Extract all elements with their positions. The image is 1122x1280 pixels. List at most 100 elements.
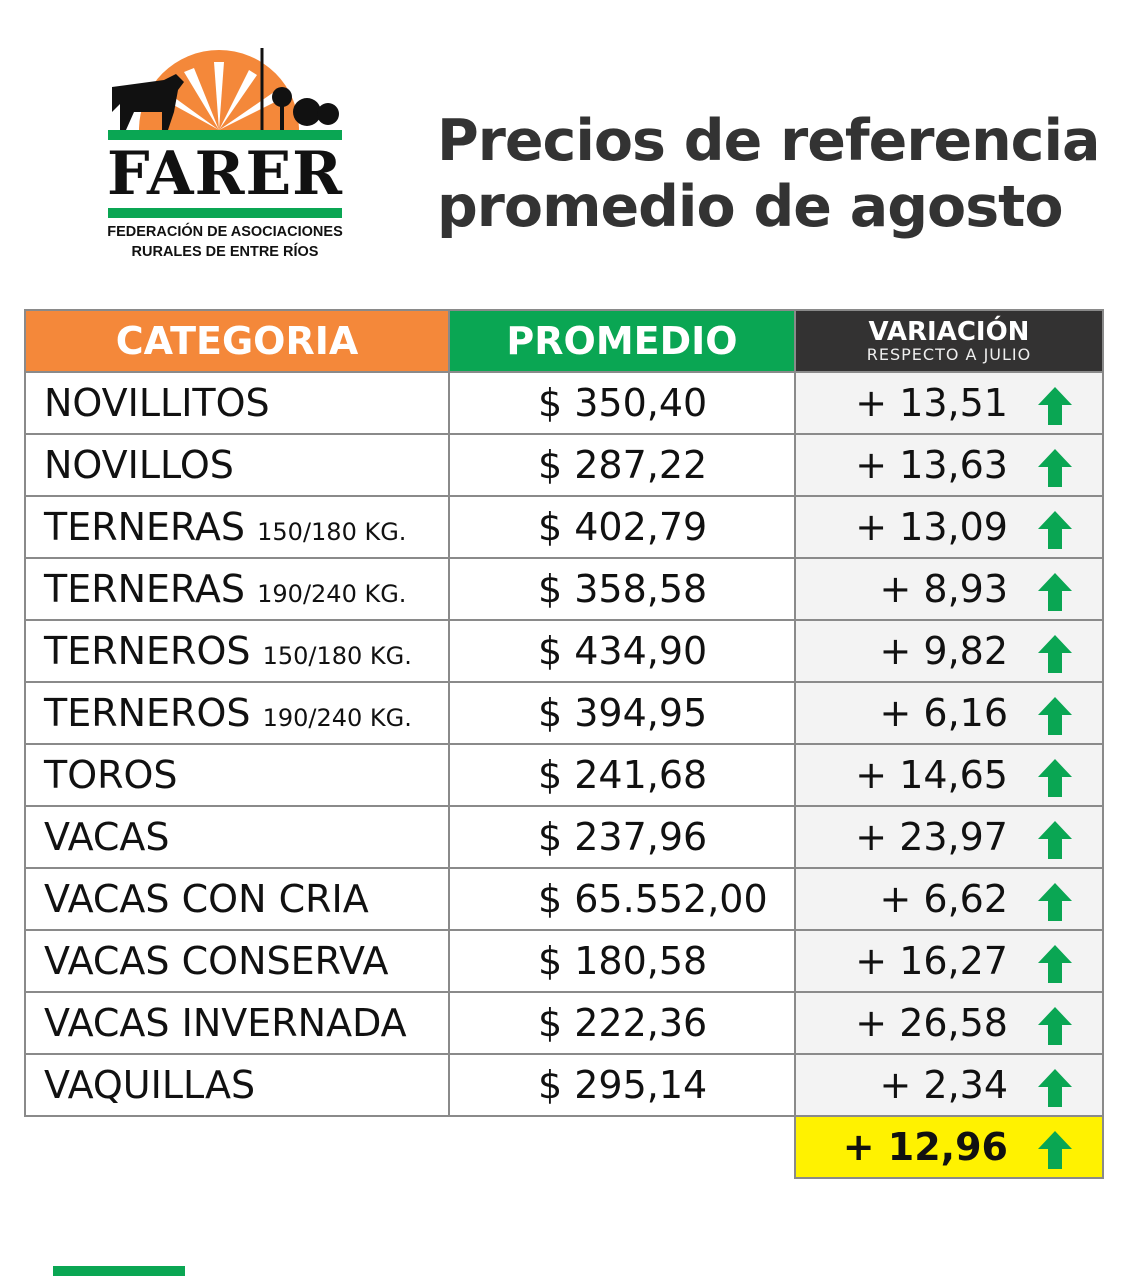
variation-value: + 9,82 bbox=[879, 629, 1008, 673]
average-cell: $ 394,95 bbox=[448, 681, 796, 745]
category-cell: VACAS CONSERVA bbox=[24, 929, 450, 993]
category-name: VACAS bbox=[44, 815, 170, 859]
arrow-up-icon bbox=[1008, 691, 1072, 735]
table-row: VACAS CON CRIA $ 65.552,00 + 6,62 bbox=[24, 867, 1104, 931]
variation-cell: + 23,97 bbox=[794, 805, 1104, 869]
category-cell: VACAS bbox=[24, 805, 450, 869]
price-table: CATEGORIA PROMEDIO VARIACIÓN RESPECTO A … bbox=[24, 309, 1104, 1179]
logo-wordmark: FARER bbox=[106, 139, 344, 209]
variation-cell: + 13,51 bbox=[794, 371, 1104, 435]
variation-cell: + 13,63 bbox=[794, 433, 1104, 497]
header-variation: VARIACIÓN RESPECTO A JULIO bbox=[794, 309, 1104, 373]
variation-value: + 13,51 bbox=[855, 381, 1008, 425]
header-variation-subtitle: RESPECTO A JULIO bbox=[866, 345, 1032, 364]
total-variation-value: + 12,96 bbox=[842, 1125, 1008, 1169]
category-name: VACAS INVERNADA bbox=[44, 1001, 407, 1045]
variation-value: + 13,63 bbox=[855, 443, 1008, 487]
variation-value: + 6,62 bbox=[879, 877, 1008, 921]
total-variation-cell: + 12,96 bbox=[794, 1115, 1104, 1179]
arrow-up-icon bbox=[1008, 1063, 1072, 1107]
header-average: PROMEDIO bbox=[448, 309, 796, 373]
variation-value: + 14,65 bbox=[855, 753, 1008, 797]
category-name: TOROS bbox=[44, 753, 178, 797]
variation-cell: + 16,27 bbox=[794, 929, 1104, 993]
variation-value: + 8,93 bbox=[879, 567, 1008, 611]
arrow-up-icon bbox=[1008, 877, 1072, 921]
category-weight: 190/240 KG. bbox=[257, 580, 407, 608]
page-title: Precios de referencia promedio de agosto bbox=[437, 108, 1100, 240]
category-weight: 150/180 KG. bbox=[257, 518, 407, 546]
variation-value: + 23,97 bbox=[855, 815, 1008, 859]
average-cell: $ 222,36 bbox=[448, 991, 796, 1055]
decorative-green-bar bbox=[53, 1266, 185, 1276]
arrow-up-icon bbox=[1008, 1001, 1072, 1045]
table-row: NOVILLITOS $ 350,40 + 13,51 bbox=[24, 371, 1104, 435]
empty-cell bbox=[25, 1116, 795, 1178]
category-cell: NOVILLOS bbox=[24, 433, 450, 497]
category-name: TERNEROS bbox=[44, 691, 251, 735]
average-cell: $ 241,68 bbox=[448, 743, 796, 807]
variation-cell: + 9,82 bbox=[794, 619, 1104, 683]
table-row: VACAS CONSERVA $ 180,58 + 16,27 bbox=[24, 929, 1104, 993]
category-name: TERNERAS bbox=[44, 505, 246, 549]
variation-value: + 13,09 bbox=[855, 505, 1008, 549]
table-row: VAQUILLAS $ 295,14 + 2,34 bbox=[24, 1053, 1104, 1117]
variation-cell: + 8,93 bbox=[794, 557, 1104, 621]
logo-subtitle-1: FEDERACIÓN DE ASOCIACIONES bbox=[107, 224, 343, 240]
table-row: TERNERAS 190/240 KG. $ 358,58 + 8,93 bbox=[24, 557, 1104, 621]
table-row: TERNERAS 150/180 KG. $ 402,79 + 13,09 bbox=[24, 495, 1104, 559]
variation-cell: + 6,62 bbox=[794, 867, 1104, 931]
header-variation-title: VARIACIÓN bbox=[868, 317, 1030, 347]
variation-cell: + 2,34 bbox=[794, 1053, 1104, 1117]
table-row: VACAS $ 237,96 + 23,97 bbox=[24, 805, 1104, 869]
average-cell: $ 402,79 bbox=[448, 495, 796, 559]
arrow-up-icon bbox=[1008, 629, 1072, 673]
arrow-up-icon bbox=[1008, 815, 1072, 859]
arrow-up-icon bbox=[1008, 753, 1072, 797]
category-cell: NOVILLITOS bbox=[24, 371, 450, 435]
category-cell: TERNEROS 190/240 KG. bbox=[24, 681, 450, 745]
arrow-up-icon bbox=[1008, 939, 1072, 983]
average-cell: $ 350,40 bbox=[448, 371, 796, 435]
category-name: VAQUILLAS bbox=[44, 1063, 256, 1107]
total-row: + 12,96 bbox=[25, 1115, 1104, 1179]
variation-cell: + 6,16 bbox=[794, 681, 1104, 745]
category-weight: 150/180 KG. bbox=[262, 642, 412, 670]
category-cell: VACAS INVERNADA bbox=[24, 991, 450, 1055]
table-row: TERNEROS 150/180 KG. $ 434,90 + 9,82 bbox=[24, 619, 1104, 683]
category-cell: VAQUILLAS bbox=[24, 1053, 450, 1117]
average-cell: $ 65.552,00 bbox=[448, 867, 796, 931]
average-cell: $ 295,14 bbox=[448, 1053, 796, 1117]
variation-value: + 2,34 bbox=[879, 1063, 1008, 1107]
arrow-up-icon bbox=[1008, 567, 1072, 611]
header-category: CATEGORIA bbox=[24, 309, 450, 373]
arrow-up-icon bbox=[1008, 443, 1072, 487]
table-row: TOROS $ 241,68 + 14,65 bbox=[24, 743, 1104, 807]
variation-value: + 6,16 bbox=[879, 691, 1008, 735]
average-cell: $ 180,58 bbox=[448, 929, 796, 993]
category-weight: 190/240 KG. bbox=[262, 704, 412, 732]
average-cell: $ 358,58 bbox=[448, 557, 796, 621]
table-header: CATEGORIA PROMEDIO VARIACIÓN RESPECTO A … bbox=[24, 309, 1104, 373]
arrow-up-icon bbox=[1008, 1125, 1072, 1169]
table-row: VACAS INVERNADA $ 222,36 + 26,58 bbox=[24, 991, 1104, 1055]
variation-cell: + 14,65 bbox=[794, 743, 1104, 807]
table-row: TERNEROS 190/240 KG. $ 394,95 + 6,16 bbox=[24, 681, 1104, 745]
variation-cell: + 26,58 bbox=[794, 991, 1104, 1055]
table-row: NOVILLOS $ 287,22 + 13,63 bbox=[24, 433, 1104, 497]
category-name: NOVILLOS bbox=[44, 443, 234, 487]
category-cell: VACAS CON CRIA bbox=[24, 867, 450, 931]
title-line-2: promedio de agosto bbox=[437, 174, 1064, 240]
category-cell: TERNERAS 190/240 KG. bbox=[24, 557, 450, 621]
logo-subtitle-2: RURALES DE ENTRE RÍOS bbox=[131, 244, 319, 260]
category-cell: TOROS bbox=[24, 743, 450, 807]
average-cell: $ 287,22 bbox=[448, 433, 796, 497]
category-cell: TERNERAS 150/180 KG. bbox=[24, 495, 450, 559]
variation-value: + 16,27 bbox=[855, 939, 1008, 983]
category-name: TERNEROS bbox=[44, 629, 251, 673]
arrow-up-icon bbox=[1008, 381, 1072, 425]
category-name: VACAS CONSERVA bbox=[44, 939, 389, 983]
arrow-up-icon bbox=[1008, 505, 1072, 549]
category-name: VACAS CON CRIA bbox=[44, 877, 369, 921]
farer-logo: FARER FEDERACIÓN DE ASOCIACIONES RURALES… bbox=[104, 42, 346, 267]
